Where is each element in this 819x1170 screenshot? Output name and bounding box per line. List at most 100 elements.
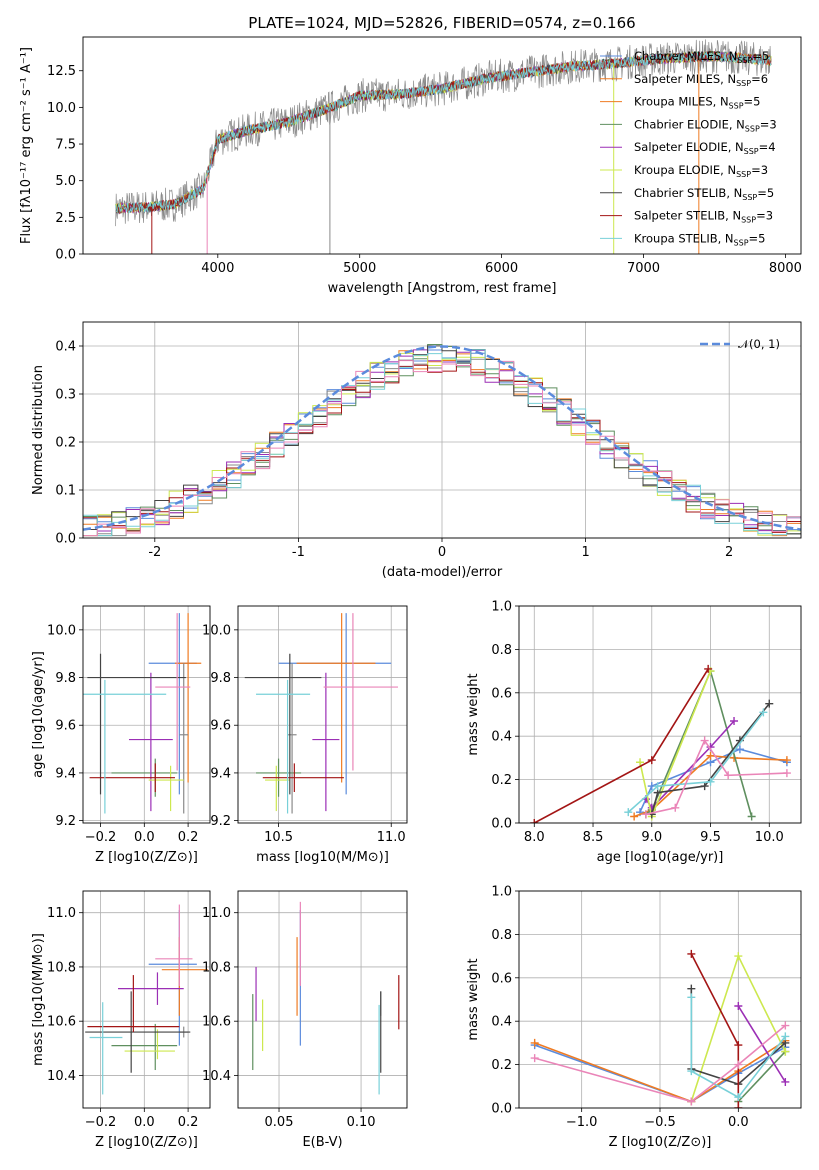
legend-sub: SSP xyxy=(745,124,760,133)
legend-label: Salpeter ELODIE, NSSP=4 xyxy=(634,140,776,156)
y-tick-label: 10.6 xyxy=(47,1015,76,1030)
x-axis-label: wavelength [Angstrom, rest frame] xyxy=(328,281,557,296)
x-tick-label: 9.0 xyxy=(641,830,662,845)
normal-reference-curve xyxy=(83,345,801,531)
weight-marker xyxy=(781,1032,790,1041)
y-tick-label: 1.0 xyxy=(491,600,512,615)
x-tick-label: 0.2 xyxy=(178,830,199,845)
weight-marker xyxy=(653,782,662,791)
weight-line xyxy=(534,1040,786,1103)
legend-label: Salpeter STELIB, NSSP=3 xyxy=(634,209,773,225)
x-axis-label: Z [log10(Z/Z⊙)] xyxy=(95,1135,198,1150)
weight-marker xyxy=(530,819,539,823)
y-axis-label: age [log10(age/yr)] xyxy=(31,651,46,778)
weight-marker xyxy=(687,949,696,958)
spectrum-line xyxy=(115,51,772,215)
x-tick-label: 0.2 xyxy=(178,1115,199,1130)
legend-label: Chabrier ELODIE, NSSP=3 xyxy=(634,117,777,133)
x-tick-label: −0.2 xyxy=(85,830,117,845)
chart-age-vs-mass: 10.5 11.0 9.2 9.4 9.6 9.8 10.0 mass [log10(M/M⊙… xyxy=(202,605,408,865)
legend-label: Kroupa MILES, NSSP=5 xyxy=(634,95,760,111)
x-tick-label: 10.5 xyxy=(264,830,293,845)
x-tick-label: −1.0 xyxy=(566,1115,598,1130)
y-tick-label: 10.0 xyxy=(47,623,76,638)
y-axis-label: Normed distribution xyxy=(31,365,46,495)
legend-sub: SSP xyxy=(737,56,752,65)
legend-sub: SSP xyxy=(741,216,756,225)
plot-area xyxy=(115,39,772,254)
x-axis-label: mass [log10(M/M⊙)] xyxy=(256,850,389,865)
legend-value: =5 xyxy=(752,49,769,63)
weight-marker xyxy=(765,699,774,708)
weight-line xyxy=(627,711,765,813)
y-tick-label: 10.0 xyxy=(47,101,76,116)
y-tick-label: 0.2 xyxy=(491,773,512,788)
y-tick-label: 2.5 xyxy=(55,211,76,226)
legend-sub: SSP xyxy=(734,238,749,247)
weight-marker xyxy=(781,1021,790,1030)
legend-label: Kroupa ELODIE, NSSP=3 xyxy=(634,163,768,179)
y-tick-label: 10.8 xyxy=(47,960,76,975)
legend-sub: SSP xyxy=(729,102,744,111)
y-axis-label: mass weight xyxy=(466,673,481,755)
legend-value: =5 xyxy=(749,231,766,245)
x-axis-label: (data-model)/error xyxy=(382,565,503,580)
x-axis-label: Z [log10(Z/Z⊙)] xyxy=(95,850,198,865)
weight-marker xyxy=(747,812,756,821)
plot-area xyxy=(530,949,790,1108)
weight-marker xyxy=(735,745,744,754)
chart-mass-vs-Z: −0.2 0.0 0.2 10.4 10.6 10.8 11.0 Z [log10(Z/Z⊙)… xyxy=(31,890,211,1150)
y-axis-label: mass weight xyxy=(466,958,481,1040)
x-axis-label: Z [log10(Z/Z⊙)] xyxy=(609,1135,712,1150)
legend-sub: SSP xyxy=(736,79,751,88)
y-tick-label: 5.0 xyxy=(55,174,76,189)
x-tick-label: −0.2 xyxy=(85,1115,117,1130)
y-tick-label: 10.4 xyxy=(47,1069,76,1084)
y-tick-label: 0.6 xyxy=(491,971,512,986)
legend-label: Chabrier STELIB, NSSP=5 xyxy=(634,186,774,202)
weight-marker xyxy=(687,1097,696,1106)
y-tick-label: 12.5 xyxy=(47,64,76,79)
weight-marker xyxy=(630,812,639,821)
weight-marker xyxy=(734,1104,743,1108)
y-tick-label: 0.4 xyxy=(491,730,512,745)
weight-marker xyxy=(647,756,656,765)
x-tick-label: -1 xyxy=(292,545,305,560)
y-tick-label: 0.0 xyxy=(491,1102,512,1117)
legend-value: =6 xyxy=(751,72,768,86)
y-tick-label: 10.6 xyxy=(202,1015,231,1030)
weight-line xyxy=(645,668,753,817)
y-tick-label: 0.6 xyxy=(491,686,512,701)
weight-marker xyxy=(530,1054,539,1063)
plot-area xyxy=(530,664,791,823)
y-tick-label: 9.8 xyxy=(210,671,231,686)
chart-mass-weight-vs-Z: −1.0 −0.5 0.0 0.0 0.2 0.4 0.6 0.8 1.0 Z [log10(Z/… xyxy=(466,885,802,1150)
x-tick-label: 9.5 xyxy=(700,830,721,845)
plot-area xyxy=(85,904,208,1095)
x-axis-label: E(B-V) xyxy=(302,1135,342,1150)
y-tick-label: 0.0 xyxy=(55,248,76,263)
weight-marker xyxy=(700,736,709,745)
x-tick-label: 0.05 xyxy=(265,1115,294,1130)
y-tick-label: 0.4 xyxy=(55,340,76,355)
legend-value: =3 xyxy=(756,209,773,223)
x-tick-label: −0.5 xyxy=(644,1115,676,1130)
x-tick-label: 4000 xyxy=(201,261,234,276)
x-axis-label: age [log10(age/yr)] xyxy=(597,850,724,865)
x-tick-label: 8000 xyxy=(769,261,802,276)
legend-sub: SSP xyxy=(742,193,757,202)
plot-area xyxy=(83,613,202,814)
weight-marker xyxy=(641,810,650,819)
legend-value: =5 xyxy=(757,186,774,200)
legend-value: =4 xyxy=(759,140,776,154)
histogram-series xyxy=(83,349,801,538)
weight-marker xyxy=(734,1060,743,1069)
weight-marker xyxy=(687,984,696,993)
x-tick-label: 10.0 xyxy=(755,830,784,845)
x-tick-label: 8.5 xyxy=(583,830,604,845)
weight-marker xyxy=(704,664,713,673)
legend-sub: SSP xyxy=(744,147,759,156)
axes-frame xyxy=(518,890,802,1109)
x-tick-label: 0.0 xyxy=(134,830,155,845)
